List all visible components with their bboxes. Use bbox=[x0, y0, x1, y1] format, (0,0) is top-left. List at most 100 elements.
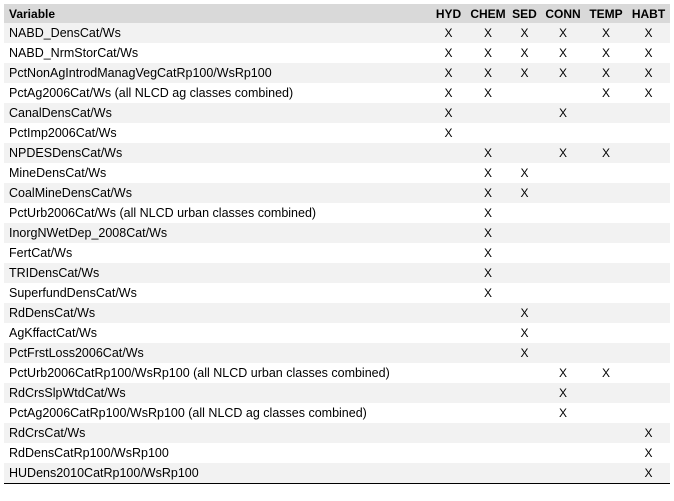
habt-mark-cell: X bbox=[644, 46, 653, 60]
temp-mark-cell bbox=[585, 123, 627, 143]
sed-mark-cell bbox=[508, 223, 541, 243]
variable-name-cell: CanalDensCat/Ws bbox=[9, 106, 112, 120]
chem-mark-cell bbox=[468, 303, 508, 323]
chem-mark-cell: X bbox=[483, 286, 492, 300]
variable-name-cell: InorgNWetDep_2008Cat/Ws bbox=[9, 226, 168, 240]
conn-mark-cell bbox=[541, 463, 585, 484]
habt-mark-cell: X bbox=[644, 86, 653, 100]
variable-name-cell: PctNonAgIntrodManagVegCatRp100/WsRp100 bbox=[9, 66, 272, 80]
conn-mark-cell: X bbox=[558, 146, 567, 160]
sed-mark-cell: X bbox=[520, 166, 529, 180]
temp-mark-cell: X bbox=[601, 146, 610, 160]
variable-name-cell: PctFrstLoss2006Cat/Ws bbox=[9, 346, 144, 360]
chem-mark-cell bbox=[468, 363, 508, 383]
conn-mark-cell bbox=[541, 163, 585, 183]
sed-mark-cell bbox=[508, 363, 541, 383]
table-row: PctAg2006CatRp100/WsRp100 (all NLCD ag c… bbox=[4, 403, 670, 423]
chem-mark-cell bbox=[468, 403, 508, 423]
hyd-mark-cell bbox=[429, 223, 468, 243]
variable-name-cell: RdDensCat/Ws bbox=[9, 306, 96, 320]
habt-mark-cell bbox=[627, 203, 670, 223]
variable-name-cell: PctUrb2006Cat/Ws (all NLCD urban classes… bbox=[9, 206, 317, 220]
habt-mark-cell bbox=[627, 243, 670, 263]
table-row: RdDensCat/Ws X bbox=[4, 303, 670, 323]
chem-mark-cell bbox=[468, 463, 508, 484]
hyd-mark-cell bbox=[429, 383, 468, 403]
habt-mark-cell bbox=[627, 183, 670, 203]
hyd-mark-cell bbox=[429, 323, 468, 343]
variable-name-cell: PctUrb2006CatRp100/WsRp100 (all NLCD urb… bbox=[9, 366, 390, 380]
header-conn: CONN bbox=[545, 6, 581, 21]
sed-mark-cell bbox=[508, 443, 541, 463]
sed-mark-cell bbox=[508, 103, 541, 123]
table-row: TRIDensCat/Ws X bbox=[4, 263, 670, 283]
chem-mark-cell: X bbox=[483, 266, 492, 280]
header-sed: SED bbox=[512, 6, 537, 21]
conn-mark-cell bbox=[541, 123, 585, 143]
hyd-mark-cell bbox=[429, 263, 468, 283]
conn-mark-cell bbox=[541, 263, 585, 283]
table-row: PctAg2006Cat/Ws (all NLCD ag classes com… bbox=[4, 83, 670, 103]
temp-mark-cell bbox=[585, 103, 627, 123]
temp-mark-cell bbox=[585, 283, 627, 303]
habt-mark-cell: X bbox=[644, 66, 653, 80]
hyd-mark-cell bbox=[429, 463, 468, 484]
habt-mark-cell bbox=[627, 163, 670, 183]
table-row: AgKffactCat/Ws X bbox=[4, 323, 670, 343]
sed-mark-cell bbox=[508, 123, 541, 143]
header-habt: HABT bbox=[631, 6, 666, 21]
hyd-mark-cell: X bbox=[444, 126, 453, 140]
habt-mark-cell bbox=[627, 223, 670, 243]
habt-mark-cell bbox=[627, 343, 670, 363]
conn-mark-cell: X bbox=[558, 366, 567, 380]
chem-mark-cell bbox=[468, 443, 508, 463]
temp-mark-cell: X bbox=[601, 46, 610, 60]
table-header: Variable HYD CHEM SED CONN TEMP HABT bbox=[4, 4, 670, 23]
hyd-mark-cell bbox=[429, 143, 468, 163]
conn-mark-cell bbox=[541, 223, 585, 243]
sed-mark-cell: X bbox=[520, 66, 529, 80]
temp-mark-cell bbox=[585, 243, 627, 263]
table-row: PctFrstLoss2006Cat/Ws X bbox=[4, 343, 670, 363]
conn-mark-cell bbox=[541, 423, 585, 443]
conn-mark-cell: X bbox=[558, 26, 567, 40]
temp-mark-cell bbox=[585, 303, 627, 323]
chem-mark-cell: X bbox=[483, 46, 492, 60]
chem-mark-cell: X bbox=[483, 86, 492, 100]
habt-mark-cell bbox=[627, 263, 670, 283]
variable-name-cell: PctAg2006CatRp100/WsRp100 (all NLCD ag c… bbox=[9, 406, 367, 420]
habt-mark-cell: X bbox=[644, 26, 653, 40]
variable-name-cell: RdDensCatRp100/WsRp100 bbox=[9, 446, 169, 460]
table-row: InorgNWetDep_2008Cat/Ws X bbox=[4, 223, 670, 243]
habt-mark-cell bbox=[627, 363, 670, 383]
sed-mark-cell: X bbox=[520, 186, 529, 200]
habt-mark-cell bbox=[627, 123, 670, 143]
chem-mark-cell bbox=[468, 103, 508, 123]
sed-mark-cell: X bbox=[520, 306, 529, 320]
variable-name-cell: PctImp2006Cat/Ws bbox=[9, 126, 117, 140]
variable-name-cell: CoalMineDensCat/Ws bbox=[9, 186, 132, 200]
variable-table: Variable HYD CHEM SED CONN TEMP HABT NAB… bbox=[4, 4, 670, 484]
temp-mark-cell: X bbox=[601, 366, 610, 380]
temp-mark-cell bbox=[585, 183, 627, 203]
chem-mark-cell: X bbox=[483, 186, 492, 200]
variable-name-cell: SuperfundDensCat/Ws bbox=[9, 286, 137, 300]
hyd-mark-cell: X bbox=[444, 26, 453, 40]
conn-mark-cell bbox=[541, 83, 585, 103]
header-chem: CHEM bbox=[470, 6, 506, 21]
conn-mark-cell bbox=[541, 183, 585, 203]
temp-mark-cell bbox=[585, 443, 627, 463]
chem-mark-cell: X bbox=[483, 66, 492, 80]
table-row: NABD_DensCat/Ws X X X X X X bbox=[4, 23, 670, 43]
hyd-mark-cell bbox=[429, 203, 468, 223]
habt-mark-cell bbox=[627, 383, 670, 403]
header-variable: Variable bbox=[9, 6, 56, 21]
table-row: MineDensCat/Ws X X bbox=[4, 163, 670, 183]
conn-mark-cell bbox=[541, 343, 585, 363]
hyd-mark-cell bbox=[429, 403, 468, 423]
hyd-mark-cell bbox=[429, 443, 468, 463]
temp-mark-cell bbox=[585, 403, 627, 423]
habt-mark-cell bbox=[627, 303, 670, 323]
hyd-mark-cell: X bbox=[444, 66, 453, 80]
habt-mark-cell bbox=[627, 143, 670, 163]
